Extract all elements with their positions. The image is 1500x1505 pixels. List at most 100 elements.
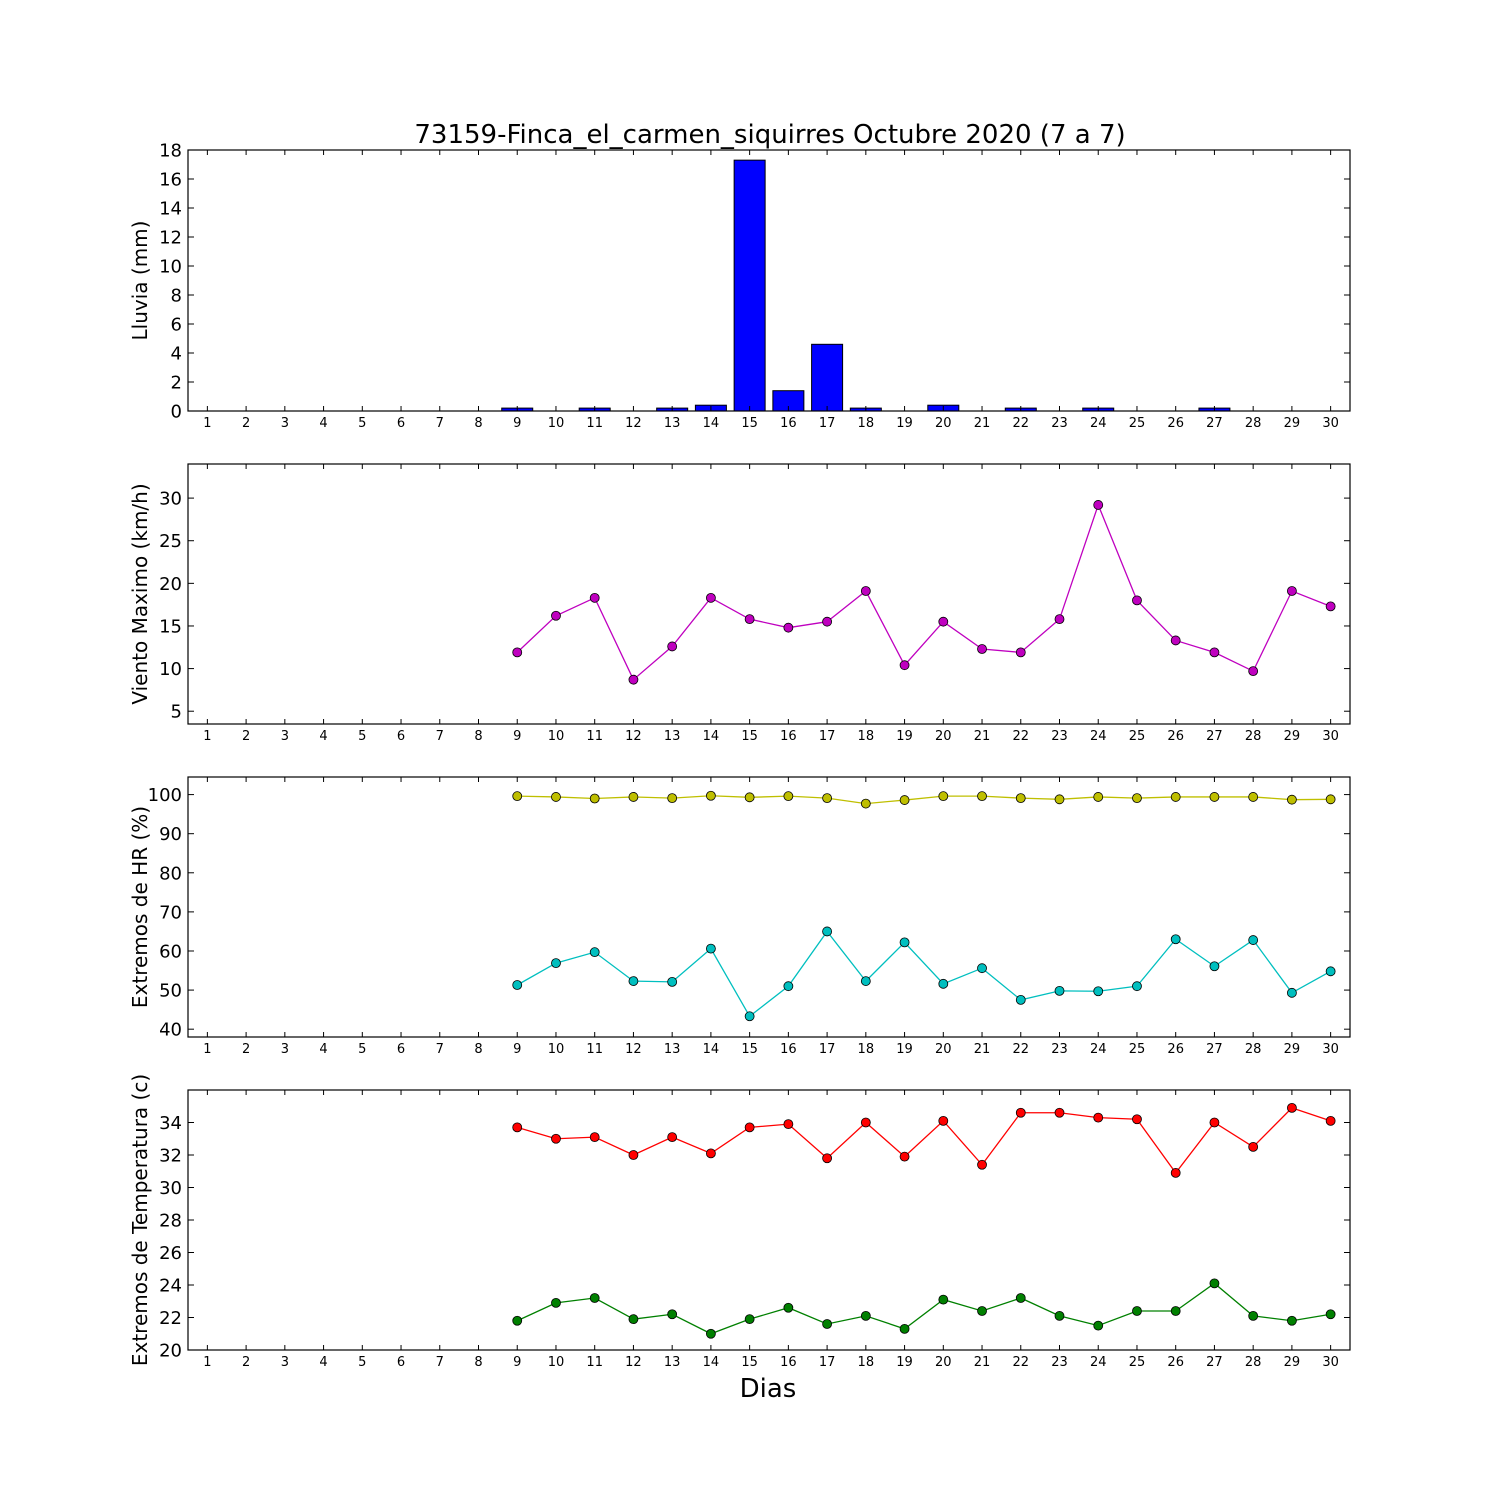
x-tick-label-viento-21: 21 <box>974 729 991 744</box>
point-hr-series-1-day-15 <box>744 1011 755 1022</box>
point-temp-series-0-day-21 <box>977 1159 987 1170</box>
point-viento-series-0-day-30 <box>1325 601 1336 612</box>
x-tick-label-hr-29: 29 <box>1284 1042 1301 1057</box>
x-tick-label-viento-1: 1 <box>203 729 211 744</box>
y-tick-label-hr-60: 60 <box>159 941 182 962</box>
point-hr-series-1-day-26 <box>1170 934 1181 945</box>
point-temp-series-0-day-12 <box>628 1150 639 1160</box>
x-tick-label-lluvia-27: 27 <box>1206 416 1223 431</box>
x-tick-label-hr-12: 12 <box>625 1042 642 1057</box>
point-temp-series-0-day-9 <box>512 1122 523 1133</box>
x-axis-label: Dias <box>740 1374 797 1404</box>
point-viento-series-0-day-29 <box>1287 586 1297 596</box>
x-tick-label-temp-2: 2 <box>242 1355 250 1370</box>
point-hr-series-0-day-16 <box>783 791 794 802</box>
x-tick-label-lluvia-26: 26 <box>1167 416 1184 431</box>
point-temp-series-1-day-13 <box>667 1309 678 1320</box>
x-tick-label-hr-10: 10 <box>548 1042 565 1057</box>
y-tick-label-hr-90: 90 <box>159 824 182 845</box>
bar-lluvia-day-17 <box>811 343 844 412</box>
point-viento-series-0-day-25 <box>1132 595 1142 606</box>
chart-title: 73159-Finca_el_carmen_siquirres Octubre … <box>414 120 1125 150</box>
y-axis-label-hr: Extremos de HR (%) <box>128 806 152 1008</box>
point-hr-series-1-day-21 <box>977 963 987 974</box>
x-tick-label-viento-29: 29 <box>1284 729 1301 744</box>
point-hr-series-1-day-9 <box>512 980 523 990</box>
point-hr-series-1-day-25 <box>1132 981 1142 992</box>
y-tick-label-lluvia-18: 18 <box>159 141 182 162</box>
x-tick-label-hr-16: 16 <box>780 1042 797 1057</box>
point-viento-series-0-day-13 <box>667 641 678 652</box>
x-tick-label-temp-22: 22 <box>1012 1355 1029 1370</box>
line-temp-series-0 <box>517 1107 1331 1174</box>
point-viento-series-0-day-21 <box>977 644 987 654</box>
x-tick-label-lluvia-7: 7 <box>436 416 444 431</box>
y-tick-label-lluvia-8: 8 <box>171 286 182 307</box>
axes-frame-viento <box>187 463 1351 725</box>
x-tick-label-lluvia-5: 5 <box>358 416 366 431</box>
x-tick-label-viento-24: 24 <box>1090 729 1107 744</box>
point-temp-series-0-day-18 <box>860 1117 871 1128</box>
x-tick-label-viento-3: 3 <box>281 729 289 744</box>
x-tick-label-viento-23: 23 <box>1051 729 1068 744</box>
point-viento-series-0-day-19 <box>899 660 910 671</box>
x-tick-label-hr-3: 3 <box>281 1042 289 1057</box>
y-tick-label-temp-28: 28 <box>159 1211 182 1232</box>
y-tick-label-hr-70: 70 <box>159 902 182 923</box>
x-tick-label-lluvia-8: 8 <box>474 416 482 431</box>
point-temp-series-0-day-27 <box>1209 1117 1220 1128</box>
x-tick-label-lluvia-14: 14 <box>703 416 720 431</box>
point-viento-series-0-day-9 <box>512 647 523 658</box>
point-temp-series-1-day-30 <box>1325 1309 1336 1320</box>
x-tick-label-lluvia-4: 4 <box>319 416 327 431</box>
y-tick-label-temp-24: 24 <box>159 1276 182 1297</box>
x-tick-label-temp-24: 24 <box>1090 1355 1107 1370</box>
x-tick-label-hr-6: 6 <box>397 1042 405 1057</box>
x-tick-label-lluvia-12: 12 <box>625 416 642 431</box>
point-temp-series-1-day-23 <box>1054 1310 1065 1321</box>
x-tick-label-lluvia-19: 19 <box>896 416 913 431</box>
y-tick-label-temp-22: 22 <box>159 1308 182 1329</box>
point-viento-series-0-day-18 <box>860 586 871 596</box>
point-temp-series-1-day-11 <box>589 1293 600 1303</box>
axes-frame-lluvia <box>187 149 1351 412</box>
y-tick-label-hr-50: 50 <box>159 981 182 1002</box>
x-tick-label-lluvia-25: 25 <box>1129 416 1146 431</box>
point-hr-series-0-day-28 <box>1248 792 1259 802</box>
x-tick-label-temp-10: 10 <box>548 1355 565 1370</box>
panel-hr: 1 2 3 4 5 6 7 8 9 10 11 12 13 14 15 16 17 18 19 20 21 22 23 24 2… <box>128 776 1351 1057</box>
point-hr-series-1-day-29 <box>1287 987 1297 998</box>
point-temp-series-1-day-14 <box>706 1328 716 1339</box>
point-hr-series-0-day-19 <box>899 795 910 805</box>
x-tick-label-temp-21: 21 <box>974 1355 991 1370</box>
point-hr-series-0-day-23 <box>1054 794 1065 805</box>
point-temp-series-1-day-20 <box>938 1294 949 1305</box>
point-viento-series-0-day-10 <box>551 610 561 621</box>
point-viento-series-0-day-23 <box>1054 614 1065 625</box>
point-temp-series-0-day-22 <box>1015 1107 1026 1118</box>
x-tick-label-temp-12: 12 <box>625 1355 642 1370</box>
point-temp-series-1-day-22 <box>1015 1293 1026 1303</box>
x-tick-label-temp-9: 9 <box>513 1355 521 1370</box>
point-hr-series-1-day-10 <box>551 958 561 969</box>
x-tick-label-hr-30: 30 <box>1322 1042 1339 1057</box>
x-tick-label-temp-16: 16 <box>780 1355 797 1370</box>
line-hr-series-0 <box>517 795 1331 805</box>
point-hr-series-1-day-27 <box>1209 961 1220 972</box>
point-temp-series-0-day-25 <box>1132 1114 1142 1125</box>
x-tick-label-temp-17: 17 <box>819 1355 836 1370</box>
x-tick-label-temp-3: 3 <box>281 1355 289 1370</box>
x-tick-label-hr-7: 7 <box>436 1042 444 1057</box>
point-hr-series-1-day-24 <box>1093 986 1104 997</box>
x-tick-label-temp-23: 23 <box>1051 1355 1068 1370</box>
point-temp-series-0-day-20 <box>938 1115 949 1126</box>
x-tick-label-temp-29: 29 <box>1284 1355 1301 1370</box>
point-viento-series-0-day-14 <box>706 592 716 603</box>
y-axis-label-temp: Extremos de Temperatura (c) <box>128 1074 152 1366</box>
x-tick-label-hr-25: 25 <box>1129 1042 1146 1057</box>
point-hr-series-0-day-25 <box>1132 793 1142 804</box>
x-tick-label-temp-5: 5 <box>358 1355 366 1370</box>
point-hr-series-0-day-21 <box>977 791 987 802</box>
point-temp-series-0-day-11 <box>589 1132 600 1143</box>
